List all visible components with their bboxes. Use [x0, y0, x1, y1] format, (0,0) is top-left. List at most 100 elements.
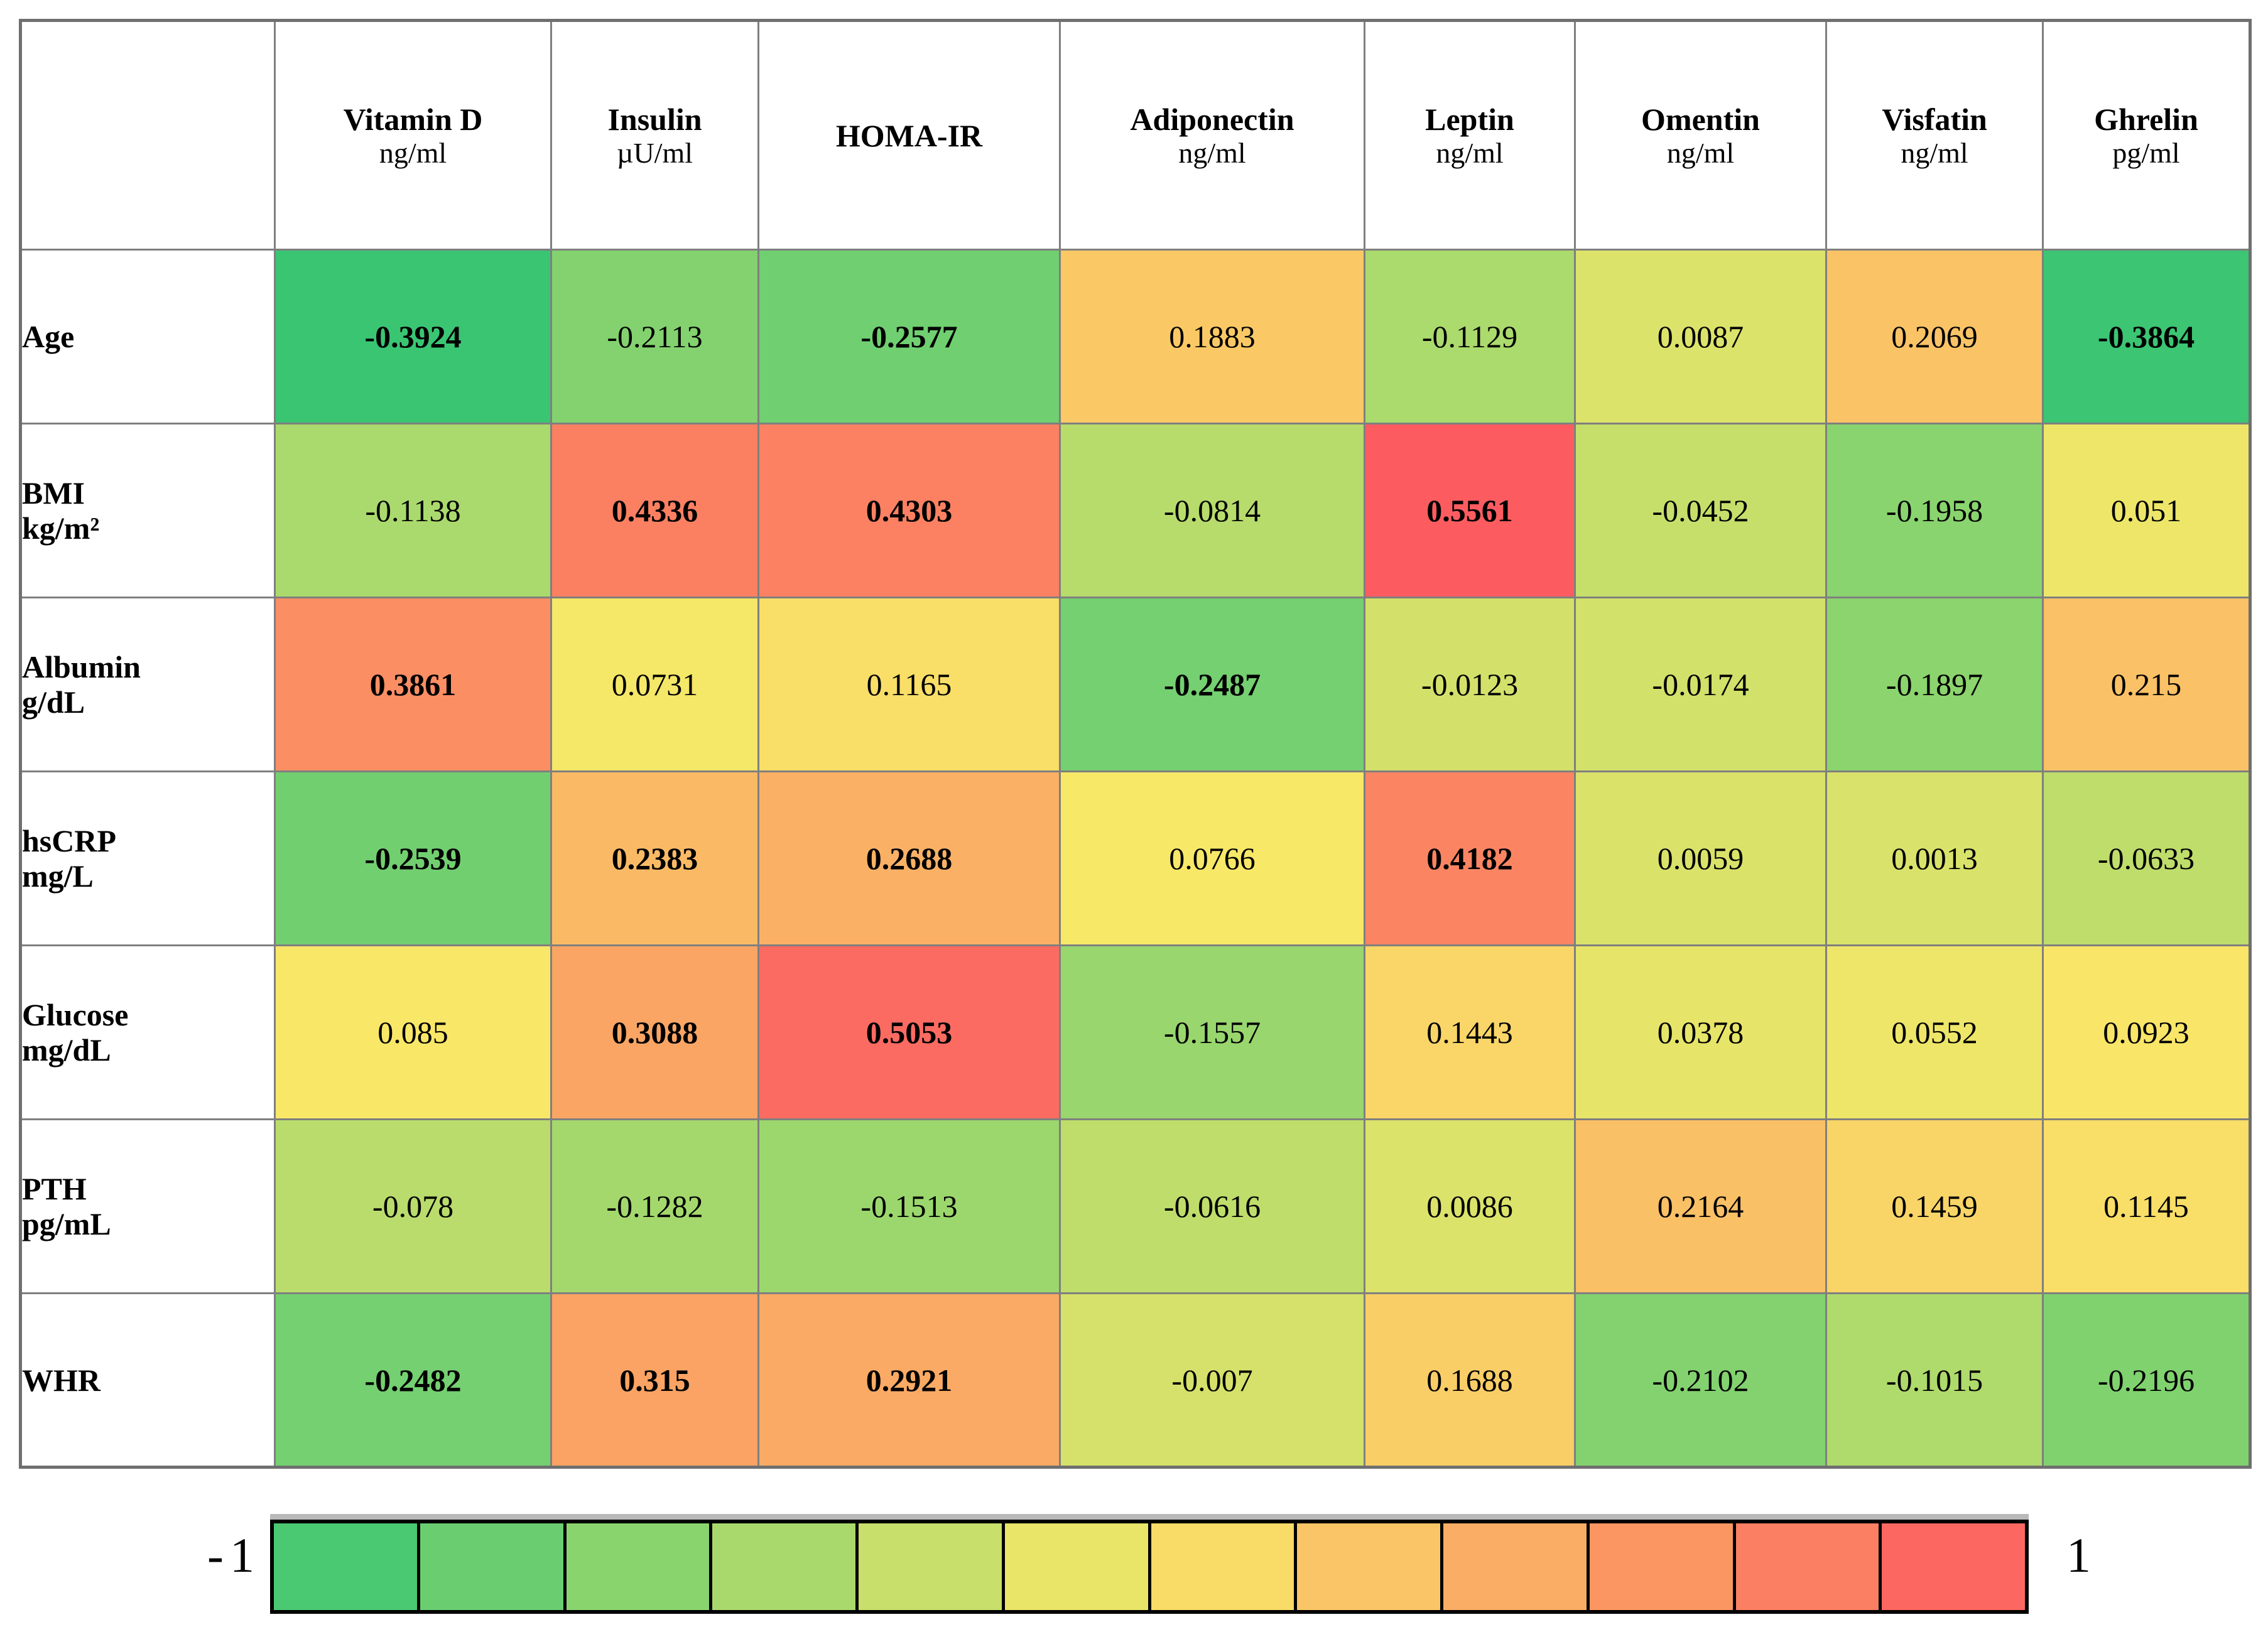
- corr-cell: -0.1282: [550, 1118, 759, 1294]
- row-header-bmi: BMI kg/m²: [19, 423, 276, 598]
- corr-cell: -0.1129: [1364, 249, 1576, 424]
- corr-cell: -0.0174: [1574, 597, 1827, 772]
- col-header-unit: ng/ml: [1666, 136, 1735, 169]
- corr-cell: 0.1883: [1059, 249, 1365, 424]
- table-row-albumin: Albumin g/dL 0.3861 0.0731 0.1165 -0.2487 -0.0…: [19, 597, 2251, 772]
- col-header-name: HOMA-IR: [835, 117, 983, 153]
- corr-cell: -0.007: [1059, 1292, 1365, 1468]
- corr-cell: -0.2487: [1059, 597, 1365, 772]
- colorbar-step: [1589, 1523, 1736, 1610]
- corr-cell: 0.2383: [550, 770, 759, 946]
- row-header-name: Albumin: [22, 649, 141, 684]
- col-header-name: Adiponectin: [1130, 101, 1294, 137]
- table-row-whr: WHR -0.2482 0.315 0.2921 -0.007 0.1688 -0.2102…: [19, 1292, 2251, 1468]
- corr-cell: 0.0766: [1059, 770, 1365, 946]
- corr-cell: 0.2069: [1825, 249, 2044, 424]
- table-row-pth: PTH pg/mL -0.078 -0.1282 -0.1513 -0.0616 0.008…: [19, 1118, 2251, 1294]
- corr-cell: -0.0123: [1364, 597, 1576, 772]
- col-header-name: Visfatin: [1882, 101, 1987, 137]
- row-header-age: Age: [19, 249, 276, 424]
- row-header-name: PTH: [22, 1171, 87, 1206]
- col-header-unit: ng/ml: [1178, 136, 1246, 169]
- col-header-omentin: Omentin ng/ml: [1574, 19, 1827, 251]
- row-header-hscrp: hsCRP mg/L: [19, 770, 276, 946]
- colorbar-step: [1004, 1523, 1151, 1610]
- colorbar-step: [1882, 1523, 2025, 1610]
- table-row-age: Age -0.3924 -0.2113 -0.2577 0.1883 -0.1129 0.0…: [19, 249, 2251, 424]
- corr-cell: 0.1165: [757, 597, 1061, 772]
- row-header-name: BMI: [22, 475, 85, 511]
- corr-cell: 0.2921: [757, 1292, 1061, 1468]
- corr-cell: -0.1897: [1825, 597, 2044, 772]
- colorbar-step: [274, 1523, 420, 1610]
- corr-cell: -0.1557: [1059, 944, 1365, 1120]
- row-header-name: Glucose: [22, 997, 129, 1032]
- corr-cell: 0.0086: [1364, 1118, 1576, 1294]
- corr-cell: 0.0552: [1825, 944, 2044, 1120]
- corr-cell: 0.1688: [1364, 1292, 1576, 1468]
- row-header-unit: mg/dL: [22, 1032, 111, 1068]
- corr-cell: 0.0013: [1825, 770, 2044, 946]
- col-header-homa-ir: HOMA-IR: [757, 19, 1061, 251]
- col-header-unit: ng/ml: [379, 136, 447, 169]
- corr-cell: 0.4182: [1364, 770, 1576, 946]
- col-header-leptin: Leptin ng/ml: [1364, 19, 1576, 251]
- colorbar-min-label: -1: [207, 1528, 261, 1582]
- col-header-unit: pg/ml: [2112, 136, 2180, 169]
- col-header-unit: µU/ml: [616, 136, 693, 169]
- row-header-name: WHR: [22, 1362, 101, 1398]
- corr-cell: -0.2482: [274, 1292, 552, 1468]
- corr-cell: -0.3864: [2042, 249, 2251, 424]
- col-header-visfatin: Visfatin ng/ml: [1825, 19, 2044, 251]
- col-header-ghrelin: Ghrelin pg/ml: [2042, 19, 2251, 251]
- corr-cell: 0.1443: [1364, 944, 1576, 1120]
- table-row-hscrp: hsCRP mg/L -0.2539 0.2383 0.2688 0.0766 0.4182…: [19, 770, 2251, 946]
- corr-cell: 0.5053: [757, 944, 1061, 1120]
- col-header-adiponectin: Adiponectin ng/ml: [1059, 19, 1365, 251]
- col-header-insulin: Insulin µU/ml: [550, 19, 759, 251]
- corr-cell: 0.0731: [550, 597, 759, 772]
- colorbar-step: [1151, 1523, 1298, 1610]
- corr-cell: 0.051: [2042, 423, 2251, 598]
- col-header-unit: ng/ml: [1436, 136, 1504, 169]
- corr-cell: 0.5561: [1364, 423, 1576, 598]
- corr-cell: 0.215: [2042, 597, 2251, 772]
- corr-cell: 0.0923: [2042, 944, 2251, 1120]
- colorbar-step: [566, 1523, 713, 1610]
- colorbar-step: [712, 1523, 859, 1610]
- corr-cell: -0.1138: [274, 423, 552, 598]
- col-header-name: Ghrelin: [2094, 101, 2198, 137]
- corr-cell: 0.315: [550, 1292, 759, 1468]
- corr-cell: 0.0059: [1574, 770, 1827, 946]
- table-row-bmi: BMI kg/m² -0.1138 0.4336 0.4303 -0.0814 0.5561…: [19, 423, 2251, 598]
- col-header-unit: ng/ml: [1901, 136, 1968, 169]
- colorbar-step: [1735, 1523, 1882, 1610]
- corr-cell: -0.1015: [1825, 1292, 2044, 1468]
- row-header-unit: g/dL: [22, 684, 85, 720]
- corr-cell: -0.1958: [1825, 423, 2044, 598]
- colorbar-step: [1297, 1523, 1443, 1610]
- colorbar-step: [420, 1523, 567, 1610]
- corr-cell: -0.3924: [274, 249, 552, 424]
- row-header-unit: pg/mL: [22, 1206, 111, 1241]
- corr-cell: 0.2688: [757, 770, 1061, 946]
- row-header-unit: mg/L: [22, 858, 94, 894]
- corr-cell: 0.3861: [274, 597, 552, 772]
- row-header-name: hsCRP: [22, 823, 117, 858]
- row-header-glucose: Glucose mg/dL: [19, 944, 276, 1120]
- corr-cell: 0.1145: [2042, 1118, 2251, 1294]
- corr-cell: -0.2113: [550, 249, 759, 424]
- corr-cell: 0.085: [274, 944, 552, 1120]
- corner-cell: [19, 19, 276, 251]
- corr-cell: -0.2539: [274, 770, 552, 946]
- col-header-name: Insulin: [607, 101, 702, 137]
- table-body: Age -0.3924 -0.2113 -0.2577 0.1883 -0.1129 0.0…: [19, 249, 2251, 1468]
- col-header-name: Leptin: [1425, 101, 1514, 137]
- corr-cell: 0.1459: [1825, 1118, 2044, 1294]
- colorbar: [270, 1520, 2029, 1614]
